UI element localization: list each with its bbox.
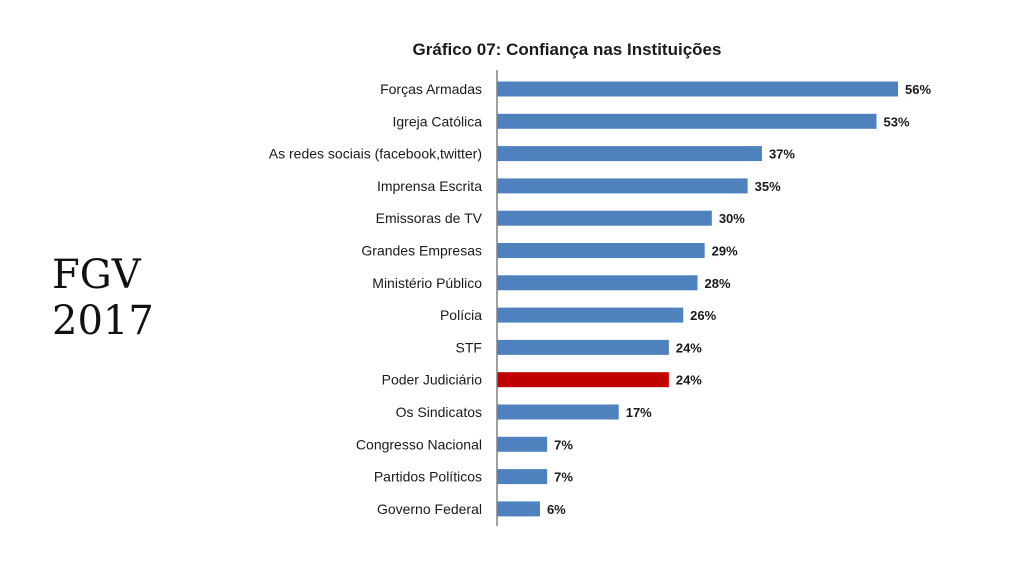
category-label: As redes sociais (facebook,twitter) — [269, 146, 482, 162]
value-label: 24% — [676, 373, 702, 388]
category-label: STF — [456, 339, 482, 355]
bar — [497, 436, 548, 452]
category-label: Governo Federal — [377, 501, 482, 517]
category-label: Poder Judiciário — [382, 372, 483, 388]
bar — [497, 307, 684, 323]
category-label: Polícia — [440, 307, 482, 323]
category-label: Igreja Católica — [393, 113, 483, 129]
bar — [497, 469, 548, 485]
category-label: Congresso Nacional — [356, 436, 482, 452]
bar — [497, 146, 762, 162]
bar — [497, 275, 698, 291]
bar — [497, 404, 619, 420]
year-label: 2017 — [52, 298, 154, 344]
value-label: 35% — [755, 179, 781, 194]
value-label: 29% — [712, 244, 738, 259]
category-label: Os Sindicatos — [396, 404, 482, 420]
category-label: Ministério Público — [372, 275, 482, 291]
value-label: 7% — [554, 470, 573, 485]
value-label: 53% — [884, 114, 910, 129]
bar — [497, 113, 877, 129]
bar — [497, 243, 705, 258]
bar — [497, 210, 712, 226]
category-label: Imprensa Escrita — [377, 178, 482, 194]
category-label: Forças Armadas — [380, 81, 482, 97]
bar — [497, 81, 898, 97]
value-label: 30% — [719, 211, 745, 226]
category-label: Emissoras de TV — [376, 210, 483, 226]
value-label: 6% — [547, 502, 566, 517]
bars-group: Forças Armadas 56% Igreja Católica 53% As re… — [269, 81, 932, 517]
value-label: 24% — [676, 340, 702, 355]
value-label: 37% — [769, 147, 795, 162]
bar — [497, 372, 669, 388]
value-label: 28% — [705, 276, 731, 291]
bar — [497, 178, 748, 194]
chart-title: Gráfico 07: Confiança nas Instituições — [413, 40, 722, 59]
category-label: Grandes Empresas — [361, 243, 482, 259]
value-label: 26% — [690, 308, 716, 323]
bar — [497, 501, 540, 517]
value-label: 56% — [905, 82, 931, 97]
value-label: 7% — [554, 437, 573, 452]
category-label: Partidos Políticos — [374, 469, 482, 485]
bar — [497, 339, 669, 355]
value-label: 17% — [626, 405, 652, 420]
source-year-label: FGV 2017 — [52, 252, 154, 344]
source-label: FGV — [52, 252, 141, 298]
